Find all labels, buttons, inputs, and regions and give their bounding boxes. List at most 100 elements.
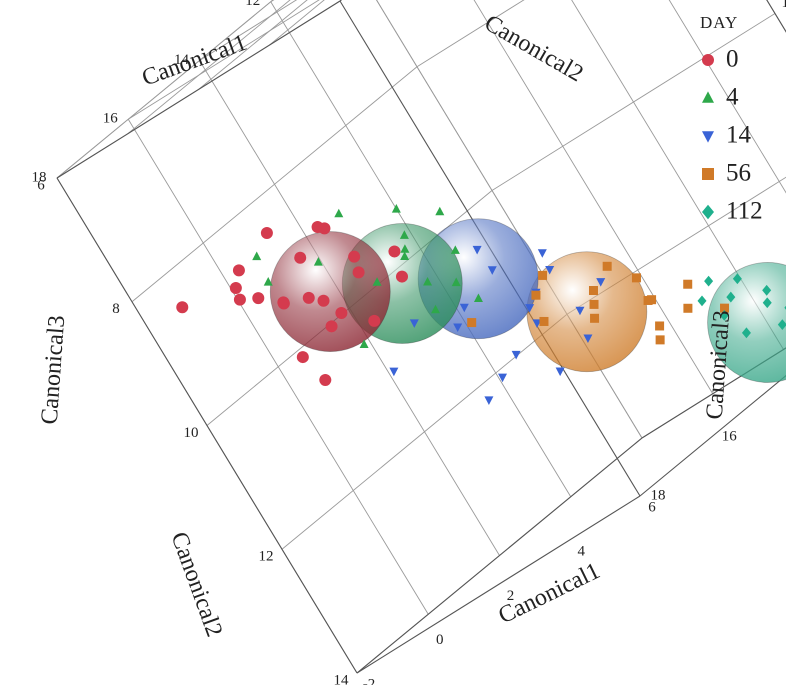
data-point-day-0 <box>352 266 365 279</box>
data-point-day-112 <box>732 273 742 285</box>
data-point-day-0 <box>296 351 309 364</box>
legend-label-day-0: 0 <box>726 46 739 73</box>
data-point-day-14 <box>596 278 606 287</box>
grid-line <box>128 0 320 120</box>
data-point-day-0 <box>396 270 408 283</box>
box-edge <box>356 495 641 674</box>
data-point-day-0 <box>277 297 290 310</box>
data-point-day-0 <box>229 281 242 294</box>
data-point-day-112 <box>719 310 729 321</box>
data-point-day-4 <box>372 277 382 286</box>
data-point-day-112 <box>741 327 751 339</box>
data-point-day-0 <box>294 251 307 264</box>
group-confidence-spheres <box>269 218 786 383</box>
data-point-day-56 <box>720 303 730 313</box>
data-point-day-14 <box>511 350 521 360</box>
y-tick-label: 6 <box>37 177 45 193</box>
data-point-day-4 <box>400 244 410 253</box>
data-point-day-0 <box>388 245 401 258</box>
data-point-day-4 <box>435 206 445 216</box>
data-point-day-0 <box>335 307 348 320</box>
data-point-day-112 <box>726 291 736 303</box>
data-point-day-56 <box>590 313 600 323</box>
box-edge <box>56 0 341 179</box>
grid-line <box>270 0 275 3</box>
data-point-day-4 <box>450 245 460 254</box>
box-edge <box>56 177 358 674</box>
box-edge <box>766 0 786 33</box>
z-tick-label: 14 <box>174 52 190 68</box>
box-edge <box>356 437 643 674</box>
data-point-day-4 <box>334 208 344 218</box>
data-point-day-56 <box>655 321 665 331</box>
grid-line <box>198 0 308 90</box>
data-point-day-4 <box>313 257 323 266</box>
data-point-day-56 <box>655 335 665 345</box>
data-point-day-0 <box>319 373 332 386</box>
legend-label-day-14: 14 <box>726 122 752 149</box>
data-point-day-56 <box>683 279 693 289</box>
data-point-day-0 <box>233 293 246 306</box>
data-point-day-56 <box>683 303 693 313</box>
y-tick-label: 10 <box>184 425 199 441</box>
grid-line <box>416 0 525 68</box>
data-point-day-56 <box>589 286 598 295</box>
data-point-day-56 <box>538 270 548 280</box>
data-point-day-14 <box>472 245 482 255</box>
data-point-day-0 <box>318 222 331 235</box>
data-point-day-112 <box>777 319 786 330</box>
data-point-day-4 <box>431 304 441 314</box>
legend-label-day-112: 112 <box>726 198 763 225</box>
sphere-day-0 <box>269 231 391 352</box>
z-tick-label: 18 <box>32 169 47 185</box>
data-point-day-56 <box>602 261 612 271</box>
grid-line <box>268 0 325 46</box>
data-point-day-14 <box>532 319 542 328</box>
data-point-day-0 <box>348 250 361 263</box>
data-point-day-4 <box>400 251 410 260</box>
grid-line <box>127 119 429 615</box>
data-point-day-14 <box>575 306 585 316</box>
data-point-day-56 <box>531 290 541 300</box>
z-tick-label: 16 <box>722 429 738 445</box>
y-axis-label-bottom: Canonical2 <box>165 529 227 641</box>
data-point-day-14 <box>555 367 565 377</box>
grid-line <box>339 0 342 2</box>
data-point-day-4 <box>451 277 461 287</box>
legend-marker-day-14 <box>702 131 714 143</box>
data-point-day-112 <box>704 275 714 287</box>
x-tick-label: 2 <box>507 588 515 604</box>
data-point-day-14 <box>453 323 463 333</box>
data-point-day-4 <box>423 276 433 286</box>
grid-line <box>491 13 776 191</box>
data-point-day-4 <box>252 251 262 261</box>
data-point-day-14 <box>525 304 535 313</box>
legend-marker-day-4 <box>702 91 714 103</box>
data-point-day-14 <box>409 319 419 328</box>
z-tick-label: 18 <box>651 487 666 503</box>
data-point-day-112 <box>697 295 707 307</box>
data-point-day-4 <box>359 339 369 348</box>
x-tick-label: -2 <box>363 676 376 685</box>
data-point-day-14 <box>484 396 494 405</box>
x-tick-label: 4 <box>578 544 586 560</box>
y-tick-label: 12 <box>259 549 274 565</box>
data-point-day-14 <box>537 249 547 258</box>
data-point-day-14 <box>545 265 555 275</box>
data-point-day-56 <box>631 273 641 283</box>
data-point-day-0 <box>232 264 245 277</box>
legend-label-day-56: 56 <box>726 160 751 187</box>
x-tick-label: 0 <box>436 632 444 648</box>
data-point-day-0 <box>325 320 338 333</box>
data-point-day-56 <box>643 295 653 305</box>
legend-marker-day-56 <box>702 168 714 180</box>
data-point-day-56 <box>467 318 477 328</box>
data-point-day-14 <box>583 334 593 344</box>
data-point-day-4 <box>263 277 273 286</box>
data-point-day-0 <box>176 301 189 314</box>
box-edge <box>339 0 343 2</box>
z-axis-label-right: Canonical3 <box>702 309 736 420</box>
data-point-day-0 <box>368 314 381 327</box>
y-axis-label-top: Canonical2 <box>480 10 588 87</box>
legend-marker-day-0 <box>702 54 714 66</box>
